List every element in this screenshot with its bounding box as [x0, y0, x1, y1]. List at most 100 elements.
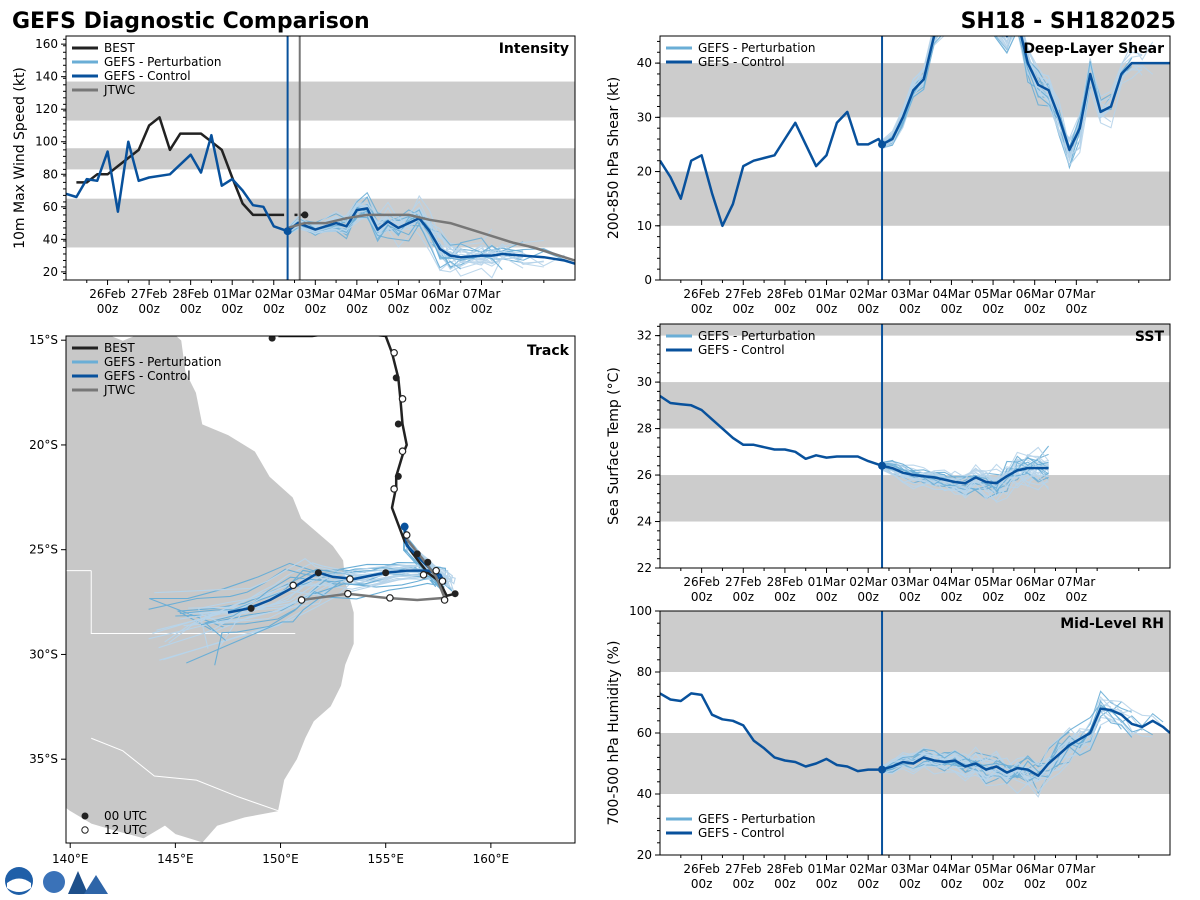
perturbation-line — [287, 213, 524, 279]
x-tick-date: 03Mar — [891, 862, 929, 876]
y-tick-label: 30 — [637, 375, 652, 389]
x-tick-hour: 00z — [305, 302, 327, 316]
x-tick-date: 07Mar — [1057, 575, 1095, 589]
x-tick-hour: 00z — [899, 590, 921, 604]
x-tick-date: 28Feb — [767, 575, 804, 589]
lon-tick-label: 145°E — [157, 852, 194, 866]
y-tick-label: 10 — [637, 219, 652, 233]
y-tick-label: 22 — [637, 561, 652, 575]
x-tick-date: 04Mar — [932, 862, 970, 876]
cira-globe-icon — [43, 871, 65, 893]
marker-00utc — [394, 472, 402, 480]
x-tick-hour: 00z — [982, 302, 1004, 316]
x-tick-hour: 00z — [1024, 877, 1046, 891]
y-tick-label: 100 — [629, 604, 652, 618]
x-tick-date: 26Feb — [89, 287, 126, 301]
x-tick-hour: 00z — [429, 302, 451, 316]
init-point — [878, 461, 887, 470]
x-tick-hour: 00z — [388, 302, 410, 316]
shaded-band — [66, 81, 575, 121]
x-tick-hour: 00z — [1066, 590, 1088, 604]
legend-label-control: GEFS - Control — [104, 69, 191, 83]
x-tick-date: 05Mar — [974, 287, 1012, 301]
x-tick-date: 03Mar — [296, 287, 334, 301]
x-tick-date: 01Mar — [808, 862, 846, 876]
marker-12utc — [398, 395, 407, 403]
cira-logo — [5, 867, 108, 895]
lon-tick-label: 140°E — [52, 852, 89, 866]
marker-00utc — [413, 550, 421, 558]
x-tick-hour: 00z — [346, 302, 368, 316]
x-tick-hour: 00z — [816, 590, 838, 604]
x-tick-hour: 00z — [691, 877, 713, 891]
legend-label-best: BEST — [104, 41, 135, 55]
lon-tick-label: 160°E — [473, 852, 510, 866]
legend-00utc-label: 00 UTC — [104, 809, 147, 823]
x-tick-date: 27Feb — [725, 287, 762, 301]
perturbation-line — [881, 461, 1049, 488]
x-tick-date: 01Mar — [808, 287, 846, 301]
plot-frame — [659, 323, 1171, 569]
plot-content — [66, 81, 575, 279]
marker-12utc — [344, 589, 352, 598]
x-tick-hour: 00z — [1024, 302, 1046, 316]
y-tick-label: 24 — [637, 515, 652, 529]
plot-frame — [659, 35, 1171, 281]
marker-00utc — [382, 569, 390, 577]
intensity-panel: 2040608010012014016026Feb00z27Feb00z28Fe… — [12, 35, 576, 316]
x-tick-hour: 00z — [941, 302, 963, 316]
x-tick-hour: 00z — [263, 302, 285, 316]
marker-00utc — [314, 569, 322, 577]
x-tick-hour: 00z — [1066, 877, 1088, 891]
marker-00utc — [394, 420, 402, 428]
marker-12utc — [438, 577, 447, 585]
legend-00utc-marker — [81, 812, 89, 820]
best-point — [301, 211, 309, 219]
y-tick-label: 28 — [637, 422, 652, 436]
y-tick-label: 30 — [637, 110, 652, 124]
y-axis-label: 200-850 hPa Shear (kt) — [606, 77, 622, 239]
control-line — [660, 692, 1170, 777]
legend-label-perturbation: GEFS - Perturbation — [698, 329, 815, 343]
x-tick-hour: 00z — [138, 302, 160, 316]
lat-tick-label: 30°S — [29, 647, 58, 661]
x-tick-hour: 00z — [774, 877, 796, 891]
marker-00utc — [424, 558, 432, 566]
x-tick-hour: 00z — [732, 590, 754, 604]
x-tick-date: 28Feb — [767, 862, 804, 876]
y-tick-label: 20 — [637, 165, 652, 179]
x-tick-hour: 00z — [732, 302, 754, 316]
cira-mountain-icon-2 — [84, 875, 108, 894]
marker-00utc — [392, 374, 400, 382]
marker-00utc — [268, 336, 276, 342]
rh-panel: 2040608010026Feb00z27Feb00z28Feb00z01Mar… — [606, 604, 1171, 891]
marker-12utc — [390, 348, 398, 357]
state-border — [90, 570, 296, 634]
jtwc-line — [287, 213, 575, 262]
x-tick-hour: 00z — [180, 302, 202, 316]
perturbation-line — [287, 208, 524, 264]
x-tick-hour: 00z — [1024, 590, 1046, 604]
x-tick-date: 05Mar — [974, 862, 1012, 876]
marker-12utc — [440, 596, 449, 604]
plot-content — [660, 36, 1170, 228]
x-tick-hour: 00z — [899, 302, 921, 316]
x-tick-date: 07Mar — [1057, 287, 1095, 301]
x-tick-date: 02Mar — [849, 575, 887, 589]
legend-label-perturbation: GEFS - Perturbation — [698, 812, 815, 826]
x-tick-date: 27Feb — [725, 862, 762, 876]
x-tick-hour: 00z — [471, 302, 493, 316]
x-tick-hour: 00z — [732, 877, 754, 891]
track-panel: 140°E 145°E 150°E 155°E 160°E 15°S 20°S 25°S 30°… — [29, 333, 576, 866]
perturbation-line — [881, 463, 1049, 497]
y-tick-label: 60 — [637, 726, 652, 740]
x-tick-hour: 00z — [221, 302, 243, 316]
x-tick-hour: 00z — [857, 590, 879, 604]
x-tick-date: 01Mar — [808, 575, 846, 589]
track-content — [66, 336, 459, 843]
x-tick-date: 03Mar — [891, 287, 929, 301]
perturbation-track — [214, 529, 445, 666]
y-tick-label: 40 — [637, 787, 652, 801]
x-tick-hour: 00z — [774, 590, 796, 604]
